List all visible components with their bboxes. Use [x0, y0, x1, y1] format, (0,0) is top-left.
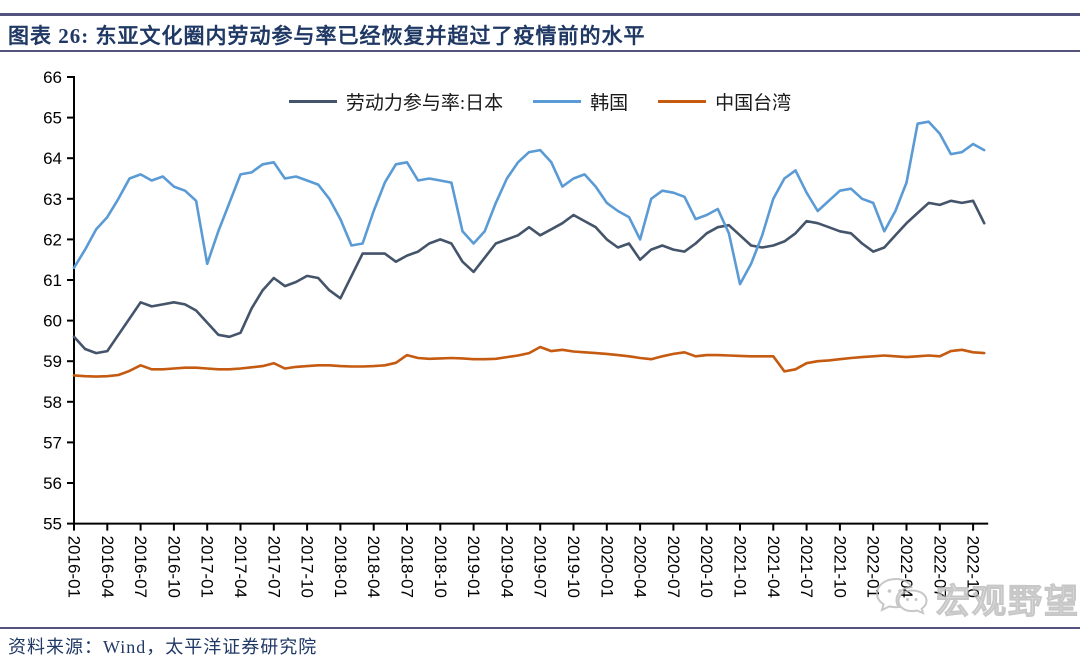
x-tick-label: 2022-10	[964, 536, 983, 598]
x-tick-label: 2021-07	[797, 536, 816, 598]
y-tick-label: 65	[43, 109, 62, 128]
x-tick-label: 2016-10	[164, 536, 183, 598]
y-tick-label: 58	[43, 393, 62, 412]
x-tick-label: 2019-04	[497, 536, 516, 598]
x-tick-label: 2021-01	[731, 536, 750, 598]
x-tick-label: 2022-01	[864, 536, 883, 598]
series-line-1	[72, 120, 986, 286]
line-chart: 55 56 57 58 59 60 61 62 63 64 65 66 2016-01 2016-04 20…	[43, 68, 989, 598]
x-tick-label: 2017-07	[264, 536, 283, 598]
legend-label-japan: 劳动力参与率:日本	[345, 93, 504, 114]
x-tick-label: 2019-01	[464, 536, 483, 598]
chart-title: 图表 26: 东亚文化圈内劳动参与率已经恢复并超过了疫情前的水平	[8, 24, 646, 48]
x-tick-label: 2021-04	[764, 536, 783, 598]
x-tick-label: 2016-04	[98, 536, 117, 598]
legend-label-taiwan: 中国台湾	[715, 93, 792, 114]
legend-item-korea: 韩国	[533, 88, 628, 115]
y-tick-label: 62	[43, 230, 62, 249]
y-tick-label: 59	[43, 352, 62, 371]
y-tick-label: 55	[43, 515, 62, 534]
x-tick-label: 2016-07	[131, 536, 150, 598]
y-tick-label: 63	[43, 190, 62, 209]
korea-line-swatch	[533, 100, 582, 103]
series-line-0	[72, 199, 986, 355]
x-tick-label: 2022-07	[930, 536, 949, 598]
x-tick-label: 2020-01	[597, 536, 616, 598]
x-tick-label: 2018-10	[431, 536, 450, 598]
taiwan-line-swatch	[658, 100, 707, 103]
legend-item-japan: 劳动力参与率:日本	[288, 88, 504, 115]
y-tick-label: 66	[43, 68, 62, 87]
x-tick-label: 2019-10	[564, 536, 583, 598]
x-tick-label: 2017-04	[231, 536, 250, 598]
footer-divider-rule	[0, 627, 1080, 629]
japan-line-swatch	[288, 100, 337, 103]
series-line-2	[72, 345, 986, 378]
x-tick-label: 2018-07	[398, 536, 417, 598]
legend-label-korea: 韩国	[590, 93, 629, 114]
x-tick-label: 2020-04	[631, 536, 650, 598]
chart-legend: 劳动力参与率:日本 韩国 中国台湾	[0, 88, 1080, 115]
x-tick-label: 2017-01	[198, 536, 217, 598]
y-tick-label: 61	[43, 271, 62, 290]
legend-item-taiwan: 中国台湾	[658, 88, 791, 115]
x-tick-label: 2018-01	[331, 536, 350, 598]
x-tick-label: 2017-10	[298, 536, 317, 598]
x-tick-label: 2020-10	[697, 536, 716, 598]
x-tick-label: 2018-04	[364, 536, 383, 598]
x-tick-label: 2016-01	[65, 536, 84, 598]
x-tick-label: 2022-04	[897, 536, 916, 598]
x-tick-label: 2020-07	[664, 536, 683, 598]
header-top-rule	[0, 13, 1080, 16]
title-divider-rule	[0, 50, 1080, 52]
x-tick-label: 2019-07	[531, 536, 550, 598]
data-source-note: 资料来源：Wind，太平洋证券研究院	[8, 637, 318, 657]
y-tick-label: 56	[43, 474, 62, 493]
y-tick-label: 60	[43, 312, 62, 331]
y-tick-label: 64	[43, 149, 62, 168]
x-tick-label: 2021-10	[830, 536, 849, 598]
y-tick-label: 57	[43, 433, 62, 452]
